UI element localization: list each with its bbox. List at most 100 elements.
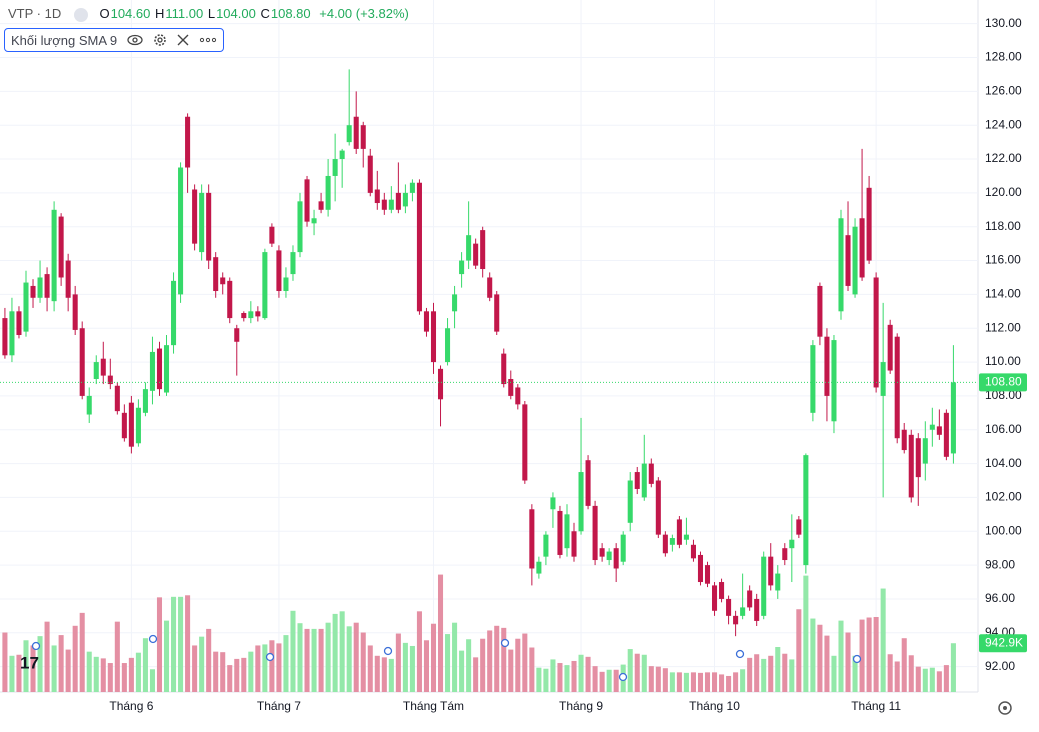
volume-bar bbox=[395, 633, 401, 692]
volume-bar bbox=[943, 665, 949, 692]
more-icon[interactable] bbox=[199, 37, 217, 43]
volume-bar bbox=[473, 657, 479, 692]
y-tick-label: 112.00 bbox=[985, 320, 1021, 334]
candle-body bbox=[269, 226, 275, 244]
candle-body bbox=[859, 218, 865, 278]
candle-body bbox=[220, 277, 226, 285]
y-tick-label: 100.00 bbox=[985, 523, 1022, 537]
candle-body bbox=[325, 175, 331, 210]
candle-body bbox=[388, 199, 394, 210]
candle-body bbox=[185, 116, 191, 168]
volume-bar bbox=[585, 656, 591, 692]
volume-bar bbox=[936, 671, 942, 692]
volume-bar bbox=[655, 666, 661, 692]
volume-bar bbox=[262, 644, 268, 692]
volume-bar bbox=[142, 638, 148, 692]
volume-bar bbox=[452, 622, 458, 692]
y-tick-label: 114.00 bbox=[985, 287, 1021, 301]
candle-body bbox=[459, 260, 465, 275]
volume-bar bbox=[58, 635, 64, 692]
candle-body bbox=[171, 280, 177, 346]
volume-bar bbox=[733, 672, 739, 692]
candle-body bbox=[620, 534, 626, 562]
candle-body bbox=[318, 201, 324, 210]
volume-bar bbox=[381, 657, 387, 692]
y-tick-label: 118.00 bbox=[985, 219, 1021, 233]
volume-bar bbox=[30, 645, 36, 692]
candle-body bbox=[423, 311, 429, 332]
volume-bar bbox=[915, 666, 921, 692]
volume-bar bbox=[768, 655, 774, 692]
volume-bar bbox=[374, 655, 380, 692]
volume-bar bbox=[220, 652, 226, 692]
y-tick-label: 126.00 bbox=[985, 84, 1022, 98]
candle-body bbox=[51, 209, 57, 302]
indicator-name: Khối lượng SMA 9 bbox=[11, 32, 118, 48]
candle-body bbox=[16, 311, 22, 336]
volume-bar bbox=[199, 636, 205, 692]
volume-bar bbox=[536, 667, 542, 692]
candle-body bbox=[367, 155, 373, 193]
candle-body bbox=[669, 538, 675, 545]
volume-bar bbox=[543, 668, 549, 692]
volume-bar bbox=[332, 613, 338, 692]
close-icon[interactable] bbox=[177, 34, 189, 46]
x-tick-label: Tháng 7 bbox=[257, 699, 301, 713]
high-value: 111.00 bbox=[165, 6, 204, 21]
settings-icon[interactable] bbox=[998, 701, 1012, 715]
volume-bar bbox=[234, 658, 240, 692]
candle-body bbox=[845, 235, 851, 286]
candle-body bbox=[592, 505, 598, 561]
candle-body bbox=[353, 116, 359, 149]
candle-body bbox=[683, 534, 689, 540]
volume-bar bbox=[290, 610, 296, 692]
volume-bar bbox=[887, 654, 893, 692]
candle-body bbox=[360, 125, 366, 149]
y-tick-label: 116.00 bbox=[985, 253, 1021, 267]
volume-bar bbox=[606, 669, 612, 692]
y-tick-label: 104.00 bbox=[985, 456, 1022, 470]
volume-bar bbox=[529, 647, 535, 692]
volume-bar bbox=[318, 628, 324, 692]
candle-body bbox=[255, 311, 261, 317]
volume-bar bbox=[522, 633, 528, 692]
candle-body bbox=[2, 318, 8, 356]
y-tick-label: 110.00 bbox=[985, 354, 1021, 368]
gear-icon[interactable] bbox=[153, 33, 167, 47]
candle-body bbox=[606, 551, 612, 561]
symbol[interactable]: VTP · 1D bbox=[8, 6, 62, 21]
candle-body bbox=[550, 497, 556, 510]
candle-body bbox=[409, 182, 415, 193]
volume-bar bbox=[16, 654, 22, 692]
volume-bar bbox=[929, 667, 935, 692]
candle-body bbox=[585, 460, 591, 506]
x-tick-label: Tháng 6 bbox=[109, 699, 153, 713]
collapse-button[interactable] bbox=[73, 7, 88, 22]
candle-body bbox=[149, 351, 155, 391]
volume-bar bbox=[697, 672, 704, 692]
candle-body bbox=[929, 424, 935, 430]
candle-body bbox=[838, 218, 844, 312]
candle-body bbox=[501, 353, 507, 385]
candle-body bbox=[79, 328, 85, 396]
candle-body bbox=[163, 345, 170, 393]
candle-body bbox=[445, 328, 451, 363]
candle-body bbox=[473, 243, 479, 266]
candle-body bbox=[30, 285, 36, 298]
candle-body bbox=[339, 150, 345, 160]
volume-bar bbox=[501, 627, 507, 692]
candle-body bbox=[943, 412, 949, 457]
indicator-chip[interactable]: Khối lượng SMA 9 bbox=[4, 28, 225, 52]
volume-bar bbox=[178, 596, 184, 692]
volume-bar bbox=[810, 618, 816, 692]
candle-body bbox=[128, 402, 134, 447]
volume-bar bbox=[93, 656, 99, 692]
eye-icon[interactable] bbox=[127, 34, 143, 46]
volume-bar bbox=[248, 651, 254, 692]
volume-bar bbox=[388, 658, 394, 692]
candle-body bbox=[395, 192, 401, 210]
candle-body bbox=[761, 556, 767, 616]
candle-body bbox=[894, 336, 900, 439]
candle-body bbox=[536, 561, 542, 574]
volume-bar bbox=[409, 645, 415, 692]
